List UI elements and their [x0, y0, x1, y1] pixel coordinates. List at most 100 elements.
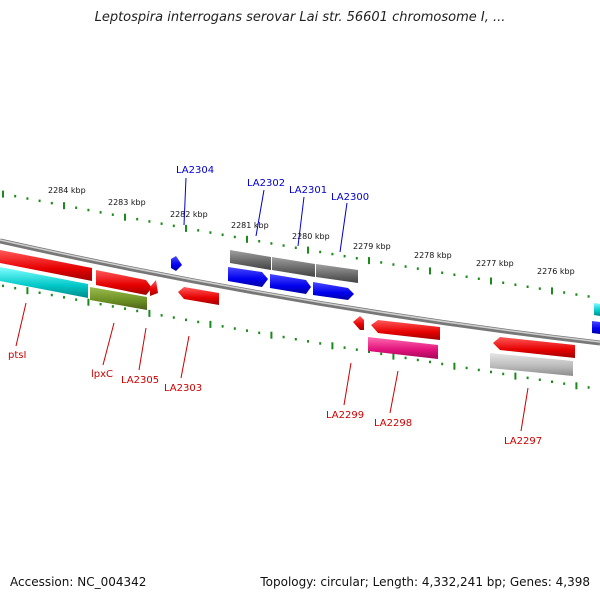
minor-tick	[404, 356, 407, 360]
minor-tick	[514, 283, 517, 286]
scale-label-2276: 2276 kbp	[537, 267, 575, 276]
label-LA2304: LA2304	[176, 165, 214, 176]
minor-tick	[38, 291, 41, 294]
minor-tick	[319, 250, 322, 254]
minor-tick	[404, 265, 407, 268]
minor-tick	[587, 295, 590, 298]
minor-tick	[233, 235, 236, 239]
minor-tick	[502, 281, 505, 284]
minor-tick	[14, 194, 17, 198]
genes-upper[interactable]	[0, 250, 600, 334]
label-lpxC: lpxC	[91, 369, 113, 380]
gene-labels: LA2304 LA2302 LA2301 LA2300 ptsI lpxC LA…	[8, 165, 542, 447]
minor-tick	[343, 346, 346, 349]
label-LA2299: LA2299	[326, 410, 364, 421]
leader-LA2297	[520, 387, 529, 432]
minor-tick	[587, 386, 590, 389]
gene-red-2	[96, 270, 152, 295]
minor-tick	[453, 273, 456, 276]
topology-text: Topology: circular; Length: 4,332,241 bp…	[260, 575, 590, 589]
minor-tick	[368, 350, 370, 353]
major-tick	[270, 331, 273, 339]
minor-tick	[75, 298, 78, 301]
label-ptsI: ptsI	[8, 350, 26, 361]
scale-label-2280: 2280 kbp	[292, 232, 330, 241]
minor-tick	[197, 320, 200, 324]
minor-tick	[490, 370, 492, 374]
label-LA2305: LA2305	[121, 375, 159, 386]
minor-tick	[221, 233, 224, 236]
gene-red-right	[493, 337, 575, 358]
major-tick	[209, 320, 212, 328]
minor-tick	[441, 362, 444, 366]
gene-blue-1	[228, 267, 268, 287]
leader-lpxC	[102, 322, 115, 366]
leader-ptsI	[15, 302, 27, 347]
gene-LA2298	[368, 337, 438, 359]
minor-tick	[526, 376, 529, 380]
minor-tick	[87, 208, 90, 212]
minor-tick	[343, 254, 346, 258]
scale-label-2284: 2284 kbp	[48, 186, 86, 195]
gene-lpxC	[90, 287, 147, 310]
minor-tick	[38, 199, 41, 203]
minor-tick	[136, 217, 139, 221]
minor-tick	[307, 340, 309, 343]
minor-tick	[172, 316, 175, 319]
label-LA2300: LA2300	[331, 192, 369, 203]
leader-LA2304	[183, 177, 187, 226]
minor-tick	[99, 211, 102, 214]
scale-label-2278: 2278 kbp	[414, 251, 452, 260]
minor-tick	[563, 291, 566, 294]
major-tick	[514, 372, 517, 380]
minor-tick	[465, 275, 468, 278]
label-LA2297: LA2297	[504, 436, 542, 447]
minor-tick	[160, 314, 163, 317]
minor-tick	[26, 197, 29, 200]
leader-LA2303	[180, 335, 190, 379]
major-tick	[87, 298, 90, 306]
major-tick	[307, 246, 309, 254]
scale-label-2277: 2277 kbp	[476, 259, 514, 268]
minor-tick	[416, 267, 419, 270]
minor-tick	[246, 329, 248, 332]
lower-scale-ticks	[2, 284, 590, 390]
minor-tick	[2, 284, 4, 288]
major-tick	[148, 309, 151, 317]
genes-lower[interactable]	[0, 267, 575, 376]
gene-LA2305	[150, 280, 158, 296]
major-tick	[551, 287, 553, 295]
minor-tick	[197, 229, 200, 232]
minor-tick	[392, 263, 395, 266]
label-LA2303: LA2303	[164, 383, 202, 394]
gene-LA2301	[272, 257, 315, 277]
minor-tick	[355, 348, 358, 351]
minor-tick	[294, 338, 297, 341]
minor-tick	[551, 380, 553, 383]
leader-LA2301	[297, 196, 305, 247]
minor-tick	[258, 331, 261, 335]
label-LA2301: LA2301	[289, 185, 327, 196]
major-tick	[63, 202, 65, 210]
major-tick	[392, 352, 395, 360]
gene-LA2304	[171, 256, 182, 271]
label-LA2298: LA2298	[374, 418, 412, 429]
minor-tick	[319, 342, 322, 345]
minor-tick	[294, 246, 297, 249]
scale-labels: 2284 kbp 2283 kbp 2282 kbp 2281 kbp 2280…	[48, 186, 575, 276]
minor-tick	[50, 201, 53, 205]
minor-tick	[14, 286, 17, 290]
minor-tick	[209, 231, 212, 234]
minor-tick	[185, 318, 187, 322]
major-tick	[575, 382, 578, 390]
minor-tick	[99, 302, 102, 306]
scale-label-2279: 2279 kbp	[353, 242, 391, 251]
gene-LA2299	[353, 316, 364, 330]
minor-tick	[160, 222, 163, 225]
minor-tick	[355, 257, 358, 260]
minor-tick	[75, 206, 78, 209]
upper-scale-ticks	[2, 190, 590, 298]
major-tick	[246, 235, 248, 243]
